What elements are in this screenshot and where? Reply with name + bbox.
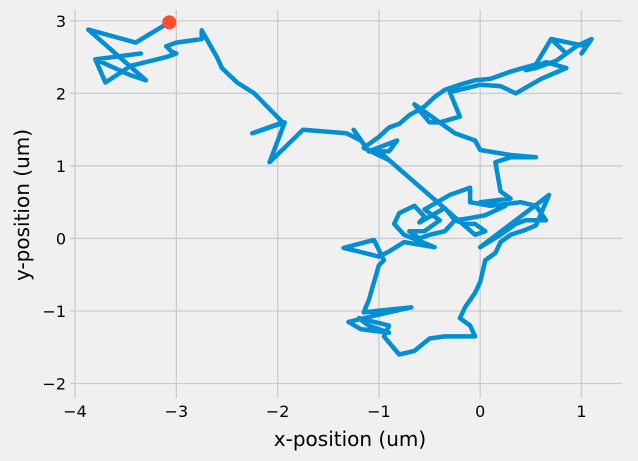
- x-tick-label: 1: [576, 402, 586, 421]
- x-tick-labels: −4 −3 −2 −1 0 1: [63, 402, 586, 421]
- y-tick-label: −1: [42, 302, 66, 321]
- y-tick-label: 0: [56, 229, 66, 248]
- y-tick-label: 1: [56, 157, 66, 176]
- y-tick-label: 3: [56, 12, 66, 31]
- x-tick-label: −2: [266, 402, 290, 421]
- x-tick-label: 0: [475, 402, 485, 421]
- series-layer: [85, 15, 594, 357]
- end-point-marker: [162, 15, 177, 30]
- x-axis-label: x-position (um): [274, 427, 426, 451]
- x-tick-label: −1: [367, 402, 391, 421]
- x-tick-label: −3: [165, 402, 189, 421]
- y-tick-label: 2: [56, 84, 66, 103]
- trajectory-line: [85, 20, 594, 357]
- y-tick-label: −2: [42, 374, 66, 393]
- y-axis-label: y-position (um): [10, 129, 34, 281]
- x-tick-label: −4: [63, 402, 87, 421]
- y-tick-labels: −2 −1 0 1 2 3: [42, 12, 66, 394]
